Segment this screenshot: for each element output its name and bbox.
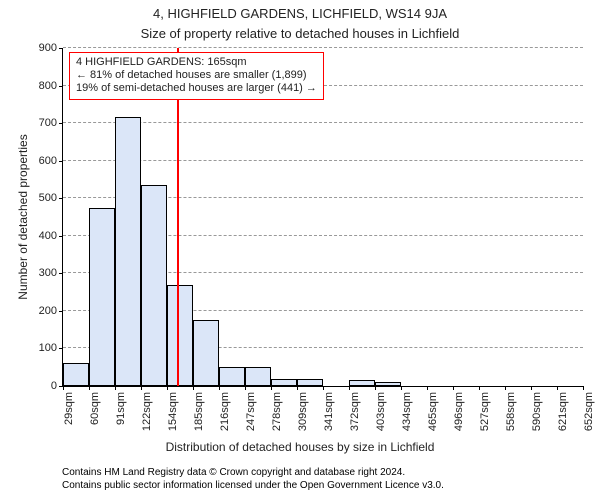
x-tick-label: 434sqm bbox=[401, 392, 413, 431]
x-tick-label: 91sqm bbox=[115, 392, 127, 425]
histogram-bar bbox=[245, 367, 271, 386]
x-tick-mark bbox=[479, 386, 480, 390]
y-tick-label: 900 bbox=[39, 42, 63, 54]
y-tick-label: 200 bbox=[39, 305, 63, 317]
annotation-line: ← 81% of detached houses are smaller (1,… bbox=[76, 69, 317, 82]
x-tick-mark bbox=[89, 386, 90, 390]
x-tick-label: 60sqm bbox=[89, 392, 101, 425]
credits-line2: Contains public sector information licen… bbox=[62, 479, 444, 492]
x-tick-label: 216sqm bbox=[219, 392, 231, 431]
histogram-bar bbox=[141, 185, 167, 386]
x-tick-mark bbox=[453, 386, 454, 390]
x-tick-label: 403sqm bbox=[375, 392, 387, 431]
x-tick-mark bbox=[193, 386, 194, 390]
y-tick-label: 600 bbox=[39, 155, 63, 167]
annotation-box: 4 HIGHFIELD GARDENS: 165sqm← 81% of deta… bbox=[69, 52, 324, 100]
x-tick-mark bbox=[219, 386, 220, 390]
grid-line bbox=[63, 122, 583, 123]
x-tick-mark bbox=[245, 386, 246, 390]
chart-subtitle: Size of property relative to detached ho… bbox=[0, 26, 600, 41]
histogram-bar bbox=[89, 208, 115, 386]
histogram-bar bbox=[167, 285, 193, 386]
x-tick-mark bbox=[297, 386, 298, 390]
histogram-bar bbox=[297, 379, 323, 387]
x-tick-mark bbox=[583, 386, 584, 390]
y-tick-label: 700 bbox=[39, 117, 63, 129]
x-tick-mark bbox=[63, 386, 64, 390]
x-tick-label: 465sqm bbox=[427, 392, 439, 431]
x-tick-label: 122sqm bbox=[141, 392, 153, 431]
histogram-bar bbox=[375, 382, 401, 386]
histogram-bar bbox=[219, 367, 245, 386]
y-tick-label: 800 bbox=[39, 80, 63, 92]
x-tick-mark bbox=[115, 386, 116, 390]
x-tick-mark bbox=[349, 386, 350, 390]
y-tick-label: 300 bbox=[39, 267, 63, 279]
chart-plot-area: 010020030040050060070080090029sqm60sqm91… bbox=[62, 48, 583, 387]
x-tick-mark bbox=[427, 386, 428, 390]
y-tick-label: 0 bbox=[51, 380, 63, 392]
x-tick-mark bbox=[505, 386, 506, 390]
x-tick-mark bbox=[141, 386, 142, 390]
x-tick-mark bbox=[557, 386, 558, 390]
y-axis-label: Number of detached properties bbox=[16, 134, 30, 299]
x-tick-mark bbox=[401, 386, 402, 390]
histogram-bar bbox=[193, 320, 219, 386]
x-tick-label: 558sqm bbox=[505, 392, 517, 431]
x-tick-label: 185sqm bbox=[193, 392, 205, 431]
x-tick-label: 154sqm bbox=[167, 392, 179, 431]
x-tick-label: 621sqm bbox=[557, 392, 569, 431]
x-tick-mark bbox=[167, 386, 168, 390]
x-tick-label: 527sqm bbox=[479, 392, 491, 431]
x-tick-label: 309sqm bbox=[297, 392, 309, 431]
y-tick-label: 400 bbox=[39, 230, 63, 242]
grid-line bbox=[63, 160, 583, 161]
histogram-bar bbox=[271, 379, 297, 387]
x-tick-mark bbox=[531, 386, 532, 390]
x-tick-label: 247sqm bbox=[245, 392, 257, 431]
x-tick-label: 652sqm bbox=[583, 392, 595, 431]
x-tick-label: 278sqm bbox=[271, 392, 283, 431]
annotation-line: 19% of semi-detached houses are larger (… bbox=[76, 82, 317, 95]
histogram-bar bbox=[349, 380, 375, 386]
grid-line bbox=[63, 47, 583, 48]
x-tick-mark bbox=[323, 386, 324, 390]
x-tick-label: 590sqm bbox=[531, 392, 543, 431]
y-tick-label: 500 bbox=[39, 192, 63, 204]
y-tick-label: 100 bbox=[39, 342, 63, 354]
annotation-line: 4 HIGHFIELD GARDENS: 165sqm bbox=[76, 56, 317, 69]
x-tick-label: 29sqm bbox=[63, 392, 75, 425]
x-tick-mark bbox=[271, 386, 272, 390]
credits-text: Contains HM Land Registry data © Crown c… bbox=[62, 466, 444, 492]
x-tick-label: 341sqm bbox=[323, 392, 335, 431]
chart-title: 4, HIGHFIELD GARDENS, LICHFIELD, WS14 9J… bbox=[0, 6, 600, 21]
x-tick-mark bbox=[375, 386, 376, 390]
x-tick-label: 372sqm bbox=[349, 392, 361, 431]
histogram-bar bbox=[63, 363, 89, 386]
x-tick-label: 496sqm bbox=[453, 392, 465, 431]
credits-line1: Contains HM Land Registry data © Crown c… bbox=[62, 466, 444, 479]
histogram-bar bbox=[115, 117, 141, 386]
x-axis-label: Distribution of detached houses by size … bbox=[0, 440, 600, 454]
